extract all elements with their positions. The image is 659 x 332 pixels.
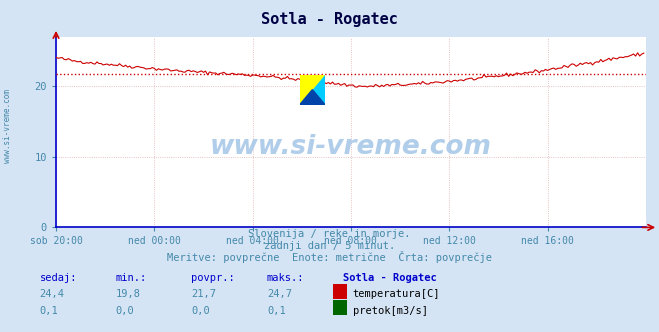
Text: pretok[m3/s]: pretok[m3/s] bbox=[353, 306, 428, 316]
Text: 19,8: 19,8 bbox=[115, 289, 140, 299]
Polygon shape bbox=[300, 75, 325, 105]
Text: 0,0: 0,0 bbox=[191, 306, 210, 316]
Text: Meritve: povprečne  Enote: metrične  Črta: povprečje: Meritve: povprečne Enote: metrične Črta:… bbox=[167, 251, 492, 263]
Text: www.si-vreme.com: www.si-vreme.com bbox=[3, 89, 13, 163]
Polygon shape bbox=[300, 90, 325, 105]
Text: 0,1: 0,1 bbox=[40, 306, 58, 316]
Text: maks.:: maks.: bbox=[267, 273, 304, 283]
Text: Slovenija / reke in morje.: Slovenija / reke in morje. bbox=[248, 229, 411, 239]
Text: 0,0: 0,0 bbox=[115, 306, 134, 316]
Text: zadnji dan / 5 minut.: zadnji dan / 5 minut. bbox=[264, 241, 395, 251]
Text: min.:: min.: bbox=[115, 273, 146, 283]
Text: sedaj:: sedaj: bbox=[40, 273, 77, 283]
Text: 0,1: 0,1 bbox=[267, 306, 285, 316]
Text: temperatura[C]: temperatura[C] bbox=[353, 289, 440, 299]
Text: Sotla - Rogatec: Sotla - Rogatec bbox=[261, 12, 398, 27]
Text: www.si-vreme.com: www.si-vreme.com bbox=[210, 134, 492, 160]
Text: Sotla - Rogatec: Sotla - Rogatec bbox=[343, 273, 436, 283]
Text: 21,7: 21,7 bbox=[191, 289, 216, 299]
Text: 24,7: 24,7 bbox=[267, 289, 292, 299]
Text: 24,4: 24,4 bbox=[40, 289, 65, 299]
Text: povpr.:: povpr.: bbox=[191, 273, 235, 283]
